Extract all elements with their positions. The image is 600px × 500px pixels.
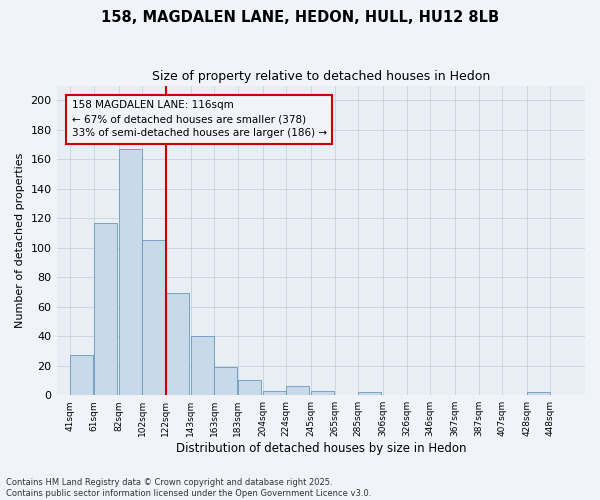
Bar: [527, 392, 550, 395]
Bar: [94, 222, 117, 395]
Bar: [286, 386, 309, 395]
Text: 158, MAGDALEN LANE, HEDON, HULL, HU12 8LB: 158, MAGDALEN LANE, HEDON, HULL, HU12 8L…: [101, 10, 499, 25]
Bar: [263, 391, 286, 395]
Text: 158 MAGDALEN LANE: 116sqm
← 67% of detached houses are smaller (378)
33% of semi: 158 MAGDALEN LANE: 116sqm ← 67% of detac…: [71, 100, 326, 138]
Text: Contains HM Land Registry data © Crown copyright and database right 2025.
Contai: Contains HM Land Registry data © Crown c…: [6, 478, 371, 498]
Bar: [238, 380, 261, 395]
Bar: [358, 392, 381, 395]
Bar: [191, 336, 214, 395]
Bar: [70, 356, 94, 395]
Bar: [166, 294, 189, 395]
X-axis label: Distribution of detached houses by size in Hedon: Distribution of detached houses by size …: [176, 442, 466, 455]
Bar: [119, 149, 142, 395]
Bar: [142, 240, 166, 395]
Y-axis label: Number of detached properties: Number of detached properties: [15, 152, 25, 328]
Bar: [214, 367, 237, 395]
Bar: [311, 391, 334, 395]
Title: Size of property relative to detached houses in Hedon: Size of property relative to detached ho…: [152, 70, 490, 83]
